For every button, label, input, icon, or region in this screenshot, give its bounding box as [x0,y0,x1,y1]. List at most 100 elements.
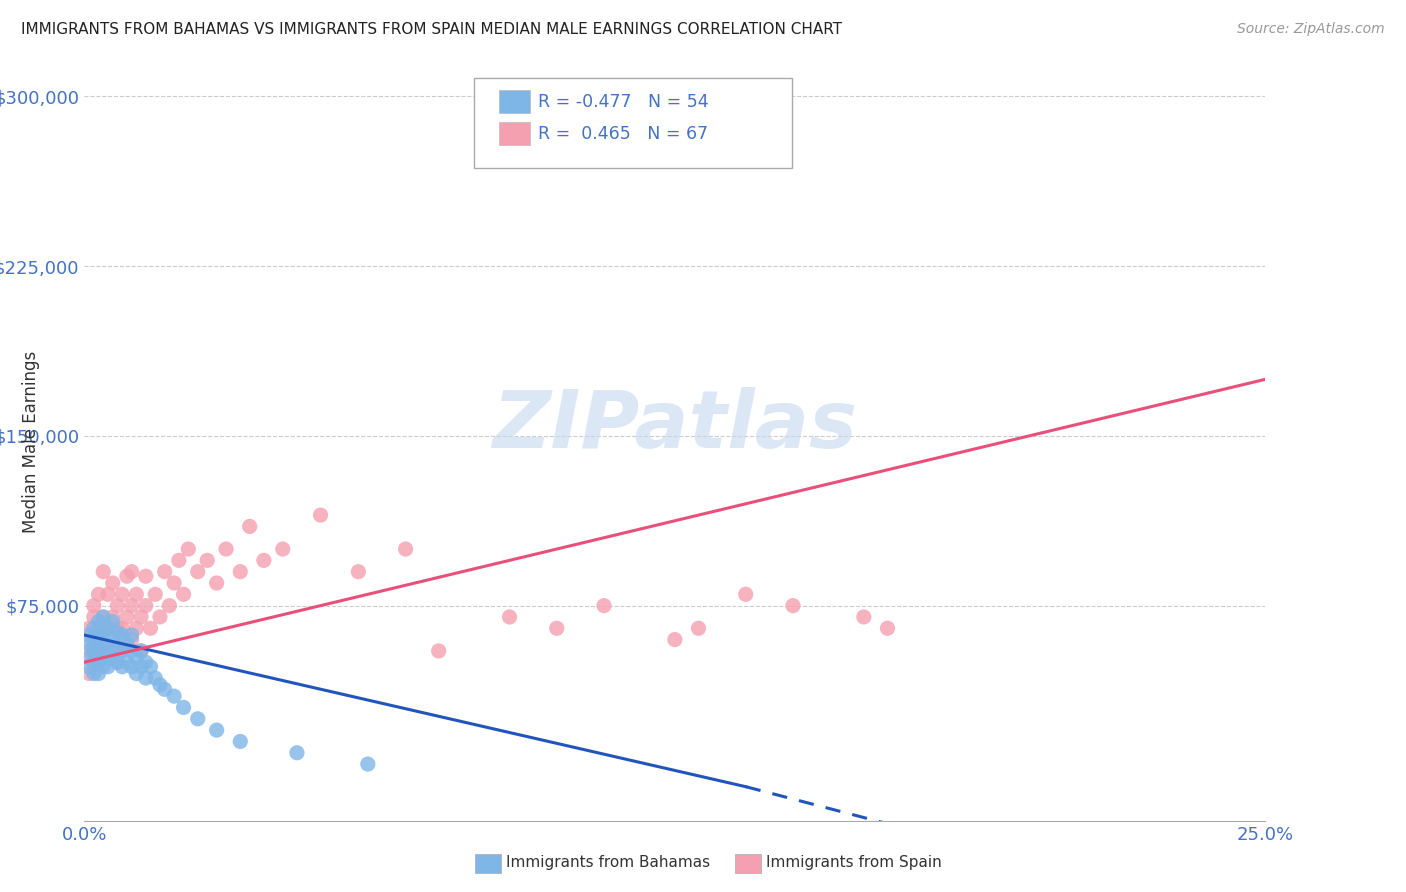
Point [129,610,152,624]
Point [87,666,110,681]
Point [139,621,162,635]
Point [239,519,262,533]
Point [83,621,105,635]
Point [1302,157,1324,171]
Point [143,587,166,601]
Text: R = -0.477   N = 54: R = -0.477 N = 54 [538,93,709,111]
Point [143,671,166,685]
Point [87,632,110,647]
Point [77,644,100,658]
Point [121,644,143,658]
Point [149,678,172,692]
Point [111,628,134,642]
Point [129,659,152,673]
Point [394,542,416,557]
Point [101,650,124,665]
Point [121,565,143,579]
Point [91,659,114,673]
Point [97,621,120,635]
Point [83,655,105,669]
Point [285,746,308,760]
Point [135,599,157,613]
Point [87,655,110,669]
Point [101,644,124,658]
Point [664,632,686,647]
Point [125,587,148,601]
Point [125,621,148,635]
Text: Immigrants from Spain: Immigrants from Spain [766,855,942,870]
Point [593,599,616,613]
Point [111,659,134,673]
Point [83,644,105,658]
Point [195,553,218,567]
Point [77,659,100,673]
Point [852,610,875,624]
Point [229,734,252,748]
Point [107,625,129,640]
Text: ZIPatlas: ZIPatlas [492,387,858,466]
Point [229,565,252,579]
Point [107,641,129,656]
Point [91,625,114,640]
Point [149,610,172,624]
Point [101,615,124,629]
Point [347,565,370,579]
Point [111,644,134,658]
Point [876,621,898,635]
Text: Immigrants from Bahamas: Immigrants from Bahamas [506,855,710,870]
Point [135,655,157,669]
Point [125,666,148,681]
Point [734,587,756,601]
Point [97,659,120,673]
Point [101,576,124,591]
Point [187,565,209,579]
Point [91,644,114,658]
Point [163,689,186,703]
Point [115,637,138,651]
Point [111,621,134,635]
Point [115,569,138,583]
Point [157,599,180,613]
Point [97,637,120,651]
Point [97,587,120,601]
Point [309,508,332,522]
Point [205,576,228,591]
Point [135,569,157,583]
Point [177,542,200,557]
Point [498,610,520,624]
Point [101,610,124,624]
Point [129,644,152,658]
Point [97,650,120,665]
Point [87,621,110,635]
Point [101,632,124,647]
Point [427,644,450,658]
Point [87,632,110,647]
Point [187,712,209,726]
Point [271,542,294,557]
Point [107,655,129,669]
Point [97,644,120,658]
Point [153,682,176,697]
Point [91,610,114,624]
Point [253,553,276,567]
Point [87,587,110,601]
Point [173,587,195,601]
Point [205,723,228,738]
Text: R =  0.465   N = 67: R = 0.465 N = 67 [538,125,709,143]
Point [115,610,138,624]
Point [83,637,105,651]
Point [129,644,152,658]
Point [91,644,114,658]
Point [107,621,129,635]
Text: Median Male Earnings: Median Male Earnings [22,351,41,533]
Point [546,621,568,635]
Text: IMMIGRANTS FROM BAHAMAS VS IMMIGRANTS FROM SPAIN MEDIAN MALE EARNINGS CORRELATIO: IMMIGRANTS FROM BAHAMAS VS IMMIGRANTS FR… [21,22,842,37]
Point [115,655,138,669]
Point [121,659,143,673]
Point [77,637,100,651]
Point [83,666,105,681]
Point [125,650,148,665]
Point [91,610,114,624]
Point [83,599,105,613]
Point [91,565,114,579]
